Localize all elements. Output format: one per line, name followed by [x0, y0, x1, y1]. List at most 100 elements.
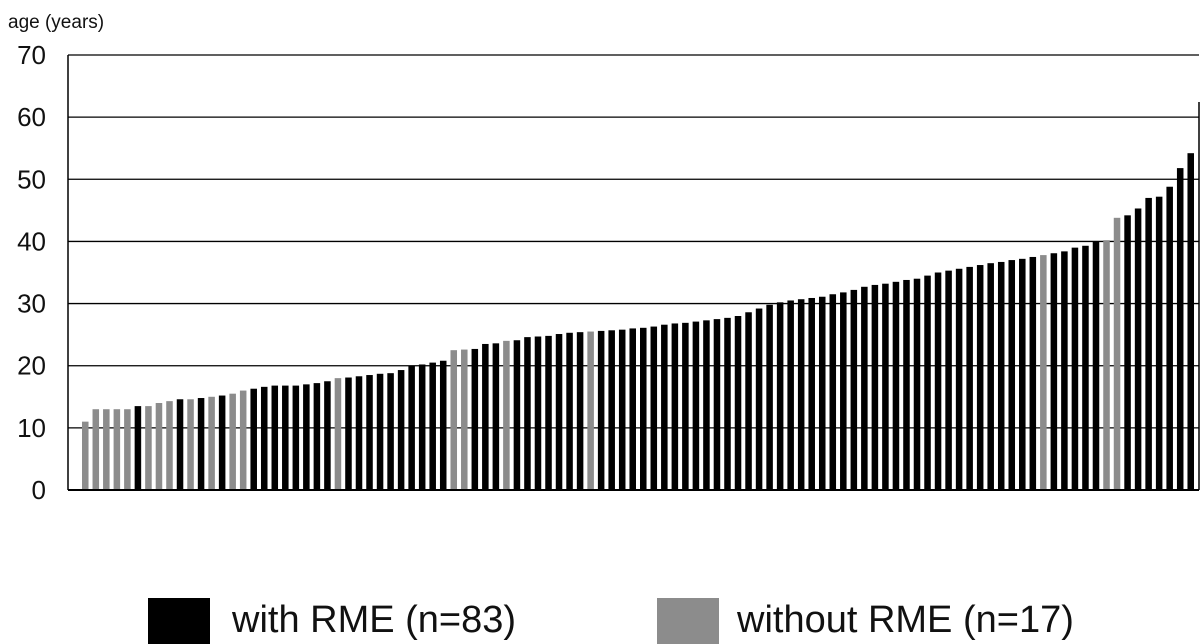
bar-with-rme [1166, 186, 1173, 491]
bar-with-rme [755, 308, 763, 490]
bar-with-rme [597, 330, 605, 490]
bar-with-rme [692, 321, 700, 490]
bar-with-rme [524, 337, 531, 490]
bar-without-rme [187, 399, 194, 490]
legend-label-without-rme: without RME (n=17) [736, 599, 1074, 641]
bar-with-rme [439, 360, 447, 490]
bar-with-rme [934, 272, 942, 490]
bar-with-rme [408, 365, 415, 490]
y-tick-label: 40 [17, 226, 46, 256]
bar-with-rme [282, 385, 289, 490]
bar-with-rme [429, 362, 436, 490]
bar-with-rme [997, 261, 1005, 490]
bar-with-rme [661, 324, 668, 490]
bar-with-rme [324, 381, 331, 490]
bar-with-rme [366, 375, 373, 490]
bar-with-rme [482, 343, 489, 490]
bar-with-rme [787, 300, 794, 490]
bar-without-rme [124, 409, 131, 490]
bar-without-rme [92, 409, 100, 490]
bar-without-rme [113, 409, 121, 490]
bar-with-rme [682, 322, 689, 490]
bar-with-rme [629, 328, 636, 490]
bar-with-rme [387, 373, 394, 490]
bar-without-rme [229, 393, 236, 490]
bar-with-rme [703, 320, 710, 490]
bar-with-rme [1176, 168, 1184, 490]
bar-with-rme [1145, 197, 1152, 490]
bar-with-rme [545, 335, 552, 490]
bar-with-rme [745, 312, 752, 490]
bar-with-rme [576, 332, 584, 490]
bar-with-rme [797, 299, 805, 490]
bar-with-rme [829, 294, 837, 490]
y-tick-label: 20 [17, 351, 46, 381]
bar-with-rme [808, 297, 815, 490]
bar-with-rme [1134, 208, 1142, 491]
bar-without-rme [1113, 217, 1121, 490]
bar-with-rme [176, 399, 184, 490]
y-tick-labels: 0 10 20 30 40 50 60 70 [17, 40, 46, 505]
bar-with-rme [850, 289, 858, 490]
bar-with-rme [513, 340, 521, 490]
bar-with-rme [355, 376, 363, 490]
bar-with-rme [987, 263, 994, 490]
bar-with-rme [766, 304, 773, 490]
bar-with-rme [734, 316, 742, 490]
bar-with-rme [608, 330, 615, 490]
bar-without-rme [461, 349, 468, 490]
bar-with-rme [903, 279, 910, 490]
bars [82, 153, 1194, 491]
bar-without-rme [503, 340, 510, 490]
bar-without-rme [239, 390, 247, 490]
bar-with-rme [618, 329, 626, 490]
bar-without-rme [166, 401, 173, 490]
bar-with-rme [250, 388, 257, 490]
legend-swatch-without-rme [657, 598, 719, 644]
bar-without-rme [587, 331, 594, 490]
bar-with-rme [534, 336, 542, 490]
bar-with-rme [292, 385, 300, 490]
bar-with-rme [818, 296, 826, 490]
bar-with-rme [260, 386, 268, 490]
bar-with-rme [892, 281, 900, 490]
y-axis-label: age (years) [8, 12, 104, 33]
legend-swatch-with-rme [148, 598, 210, 644]
bar-with-rme [271, 385, 279, 490]
bar-with-rme [418, 364, 426, 490]
bar-with-rme [976, 265, 984, 490]
legend: with RME (n=83) without RME (n=17) [148, 598, 1074, 644]
y-tick-label: 30 [17, 289, 46, 319]
bar-with-rme [671, 323, 679, 490]
bar-with-rme [713, 319, 721, 490]
y-tick-label: 10 [17, 413, 46, 443]
legend-label-with-rme: with RME (n=83) [231, 599, 516, 641]
bar-without-rme [208, 396, 215, 490]
bar-with-rme [861, 286, 868, 490]
bar-with-rme [1155, 196, 1163, 490]
bar-with-rme [566, 332, 573, 490]
bar-without-rme [103, 409, 110, 490]
bar-with-rme [966, 266, 973, 490]
bar-with-rme [197, 398, 205, 490]
y-tick-label: 60 [17, 102, 46, 132]
bar-with-rme [397, 370, 405, 490]
y-tick-label: 50 [17, 164, 46, 194]
bar-without-rme [82, 421, 89, 490]
bar-with-rme [1092, 241, 1100, 490]
bar-with-rme [924, 275, 931, 490]
bar-with-rme [1019, 258, 1026, 490]
bar-with-rme [1082, 245, 1089, 490]
bar-with-rme [1029, 256, 1037, 490]
bar-with-rme [1124, 215, 1131, 490]
bar-without-rme [334, 378, 342, 490]
bar-with-rme [1071, 247, 1079, 490]
bar-with-rme [492, 343, 500, 490]
bar-with-rme [345, 377, 352, 490]
bar-with-rme [1187, 153, 1194, 490]
bar-with-rme [840, 292, 847, 490]
bar-without-rme [155, 403, 163, 490]
bar-with-rme [640, 327, 647, 490]
bar-without-rme [1040, 255, 1047, 490]
gridlines [68, 54, 1199, 429]
